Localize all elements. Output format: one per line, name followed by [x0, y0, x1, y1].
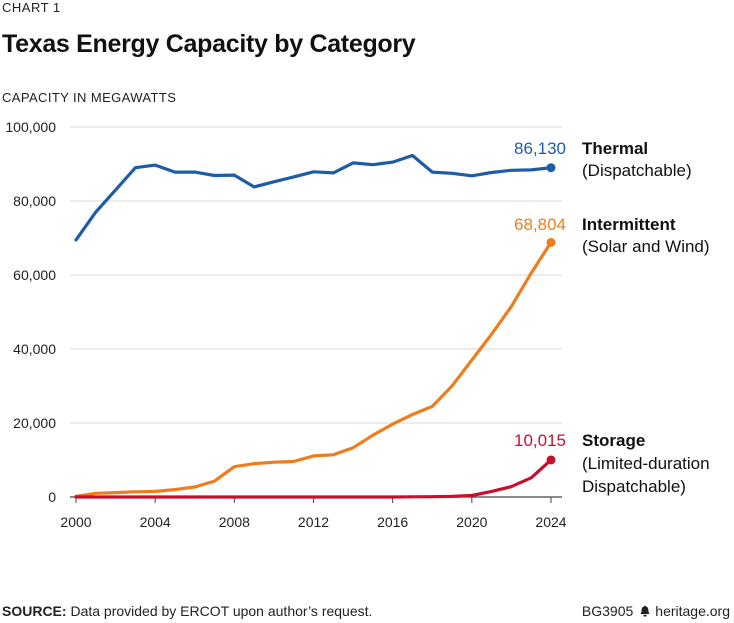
thermal-legend-name: Thermal: [582, 139, 648, 158]
storage-end-value-label: 10,015: [514, 431, 566, 450]
x-tick-label: 2016: [377, 514, 408, 530]
storage-legend-name: Storage: [582, 431, 645, 450]
thermal-end-point: [546, 163, 556, 173]
site-name: heritage.org: [655, 603, 730, 619]
series-lines: [74, 153, 556, 499]
y-tick-label: 100,000: [5, 119, 56, 135]
source-note: SOURCE: Data provided by ERCOT upon auth…: [2, 603, 372, 619]
intermittent-series-line: [74, 240, 553, 498]
x-tick-label: 2008: [219, 514, 250, 530]
series-legend: 86,130 Thermal (Dispatchable) 68,804 Int…: [514, 139, 710, 496]
x-tick-label: 2020: [456, 514, 487, 530]
storage-legend-subtitle-line1: (Limited-duration: [582, 454, 710, 473]
y-tick-label: 0: [48, 489, 56, 505]
y-tick-label: 20,000: [13, 415, 56, 431]
liberty-bell-icon: [640, 605, 650, 617]
gridlines: [70, 126, 562, 498]
publication-footer: BG3905 heritage.org: [582, 603, 730, 619]
x-tick-label: 2004: [140, 514, 171, 530]
x-tick-label: 2012: [298, 514, 329, 530]
source-label: SOURCE:: [2, 603, 67, 619]
thermal-series-line: [74, 153, 553, 242]
y-tick-label: 40,000: [13, 341, 56, 357]
intermittent-legend-subtitle: (Solar and Wind): [582, 237, 710, 256]
intermittent-legend-name: Intermittent: [582, 215, 676, 234]
y-axis-ticks: 0 20,000 40,000 60,000 80,000 100,000: [5, 119, 56, 505]
chart-number-label: CHART 1: [2, 0, 61, 15]
thermal-legend-subtitle: (Dispatchable): [582, 161, 692, 180]
thermal-end-value-label: 86,130: [514, 139, 566, 158]
storage-end-point: [546, 455, 556, 465]
source-text: Data provided by ERCOT upon author’s req…: [70, 603, 373, 619]
y-tick-label: 60,000: [13, 267, 56, 283]
chart-title: Texas Energy Capacity by Category: [2, 30, 416, 58]
publication-code: BG3905: [581, 603, 634, 619]
y-tick-label: 80,000: [13, 193, 56, 209]
x-tick-label: 2024: [535, 514, 566, 530]
y-axis-title: CAPACITY IN MEGAWATTS: [2, 90, 177, 105]
storage-series-line: [74, 458, 553, 499]
intermittent-end-point: [546, 237, 556, 247]
intermittent-end-value-label: 68,804: [514, 215, 566, 234]
storage-legend-subtitle-line2: Dispatchable): [582, 477, 686, 496]
x-tick-label: 2000: [60, 514, 91, 530]
x-axis-ticks: 2000 2004 2008 2012 2016 2020 2024: [60, 497, 567, 530]
